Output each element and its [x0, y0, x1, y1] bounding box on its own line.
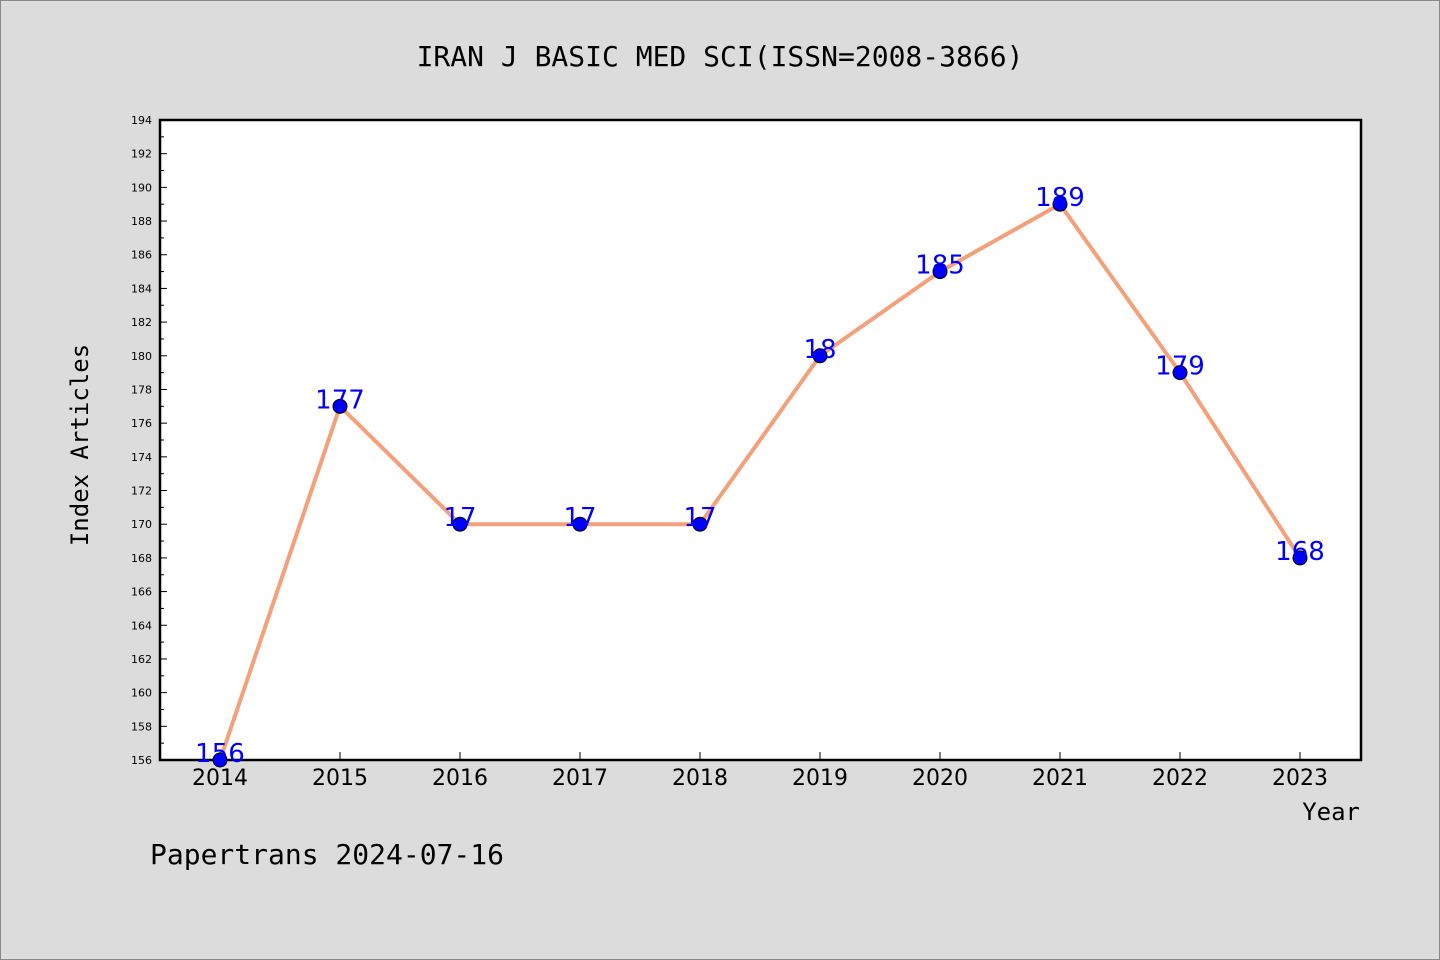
y-tick-label: 176: [131, 417, 152, 430]
y-tick-label: 160: [131, 687, 152, 700]
y-tick-label: 172: [131, 485, 152, 498]
data-point: [1292, 550, 1308, 566]
y-tick-label: 186: [131, 249, 152, 262]
y-tick-label: 166: [131, 586, 152, 599]
data-label: 168: [1275, 537, 1325, 567]
y-tick-label: 164: [131, 619, 152, 632]
x-axis-title: Year: [1302, 798, 1360, 826]
data-point: [692, 516, 708, 532]
data-label: 17: [563, 503, 596, 533]
y-tick-label: 158: [131, 720, 152, 733]
data-label: 18: [803, 335, 836, 365]
data-label: 17: [683, 503, 716, 533]
y-tick-label: 190: [131, 181, 152, 194]
data-point: [932, 264, 948, 280]
data-label: 189: [1035, 183, 1085, 213]
series-markers: [212, 196, 1308, 768]
y-tick-label: 162: [131, 653, 152, 666]
y-tick-label: 178: [131, 383, 152, 396]
chart-title: IRAN J BASIC MED SCI(ISSN=2008-3866): [417, 40, 1024, 73]
y-tick-label: 184: [131, 282, 152, 295]
footer-text: Papertrans 2024-07-16: [150, 838, 504, 871]
x-tick-label: 2021: [1032, 766, 1088, 791]
data-label: 185: [915, 251, 965, 281]
x-tick-label: 2014: [192, 766, 248, 791]
x-tick-label: 2022: [1152, 766, 1208, 791]
x-tick-label: 2019: [792, 766, 848, 791]
x-tick-label: 2018: [672, 766, 728, 791]
y-tick-label: 174: [131, 451, 152, 464]
data-labels: 156 177 17 17 17 18 185 189 179 168: [195, 183, 1325, 769]
y-tick-label: 180: [131, 350, 152, 363]
y-tick-label: 192: [131, 148, 152, 161]
x-tick-label: 2017: [552, 766, 608, 791]
x-tick-label: 2020: [912, 766, 968, 791]
y-tick-label: 156: [131, 754, 152, 767]
data-point: [812, 348, 828, 364]
x-tick-label: 2015: [312, 766, 368, 791]
x-axis: 2014 2015 2016 2017 2018 2019 2020 2021 2022 2023: [192, 752, 1328, 791]
y-tick-label: 182: [131, 316, 152, 329]
y-axis-title: Index Articles: [66, 344, 94, 546]
y-tick-label: 170: [131, 518, 152, 531]
y-axis: 156 158 160 162 164 166 168 170 172 174 176 178 180 1…: [131, 114, 167, 767]
data-label: 177: [315, 385, 365, 415]
data-point: [212, 752, 228, 768]
data-point: [1172, 365, 1188, 381]
data-point: [452, 516, 468, 532]
x-tick-label: 2016: [432, 766, 488, 791]
x-tick-label: 2023: [1272, 766, 1328, 791]
data-label: 17: [443, 503, 476, 533]
data-point: [1052, 196, 1068, 212]
data-label: 179: [1155, 352, 1205, 382]
data-point: [572, 516, 588, 532]
y-tick-label: 188: [131, 215, 152, 228]
data-point: [332, 398, 348, 414]
y-tick-label: 194: [131, 114, 152, 127]
y-tick-label: 168: [131, 552, 152, 565]
data-label: 156: [195, 739, 245, 769]
series-line: [218, 202, 1302, 761]
